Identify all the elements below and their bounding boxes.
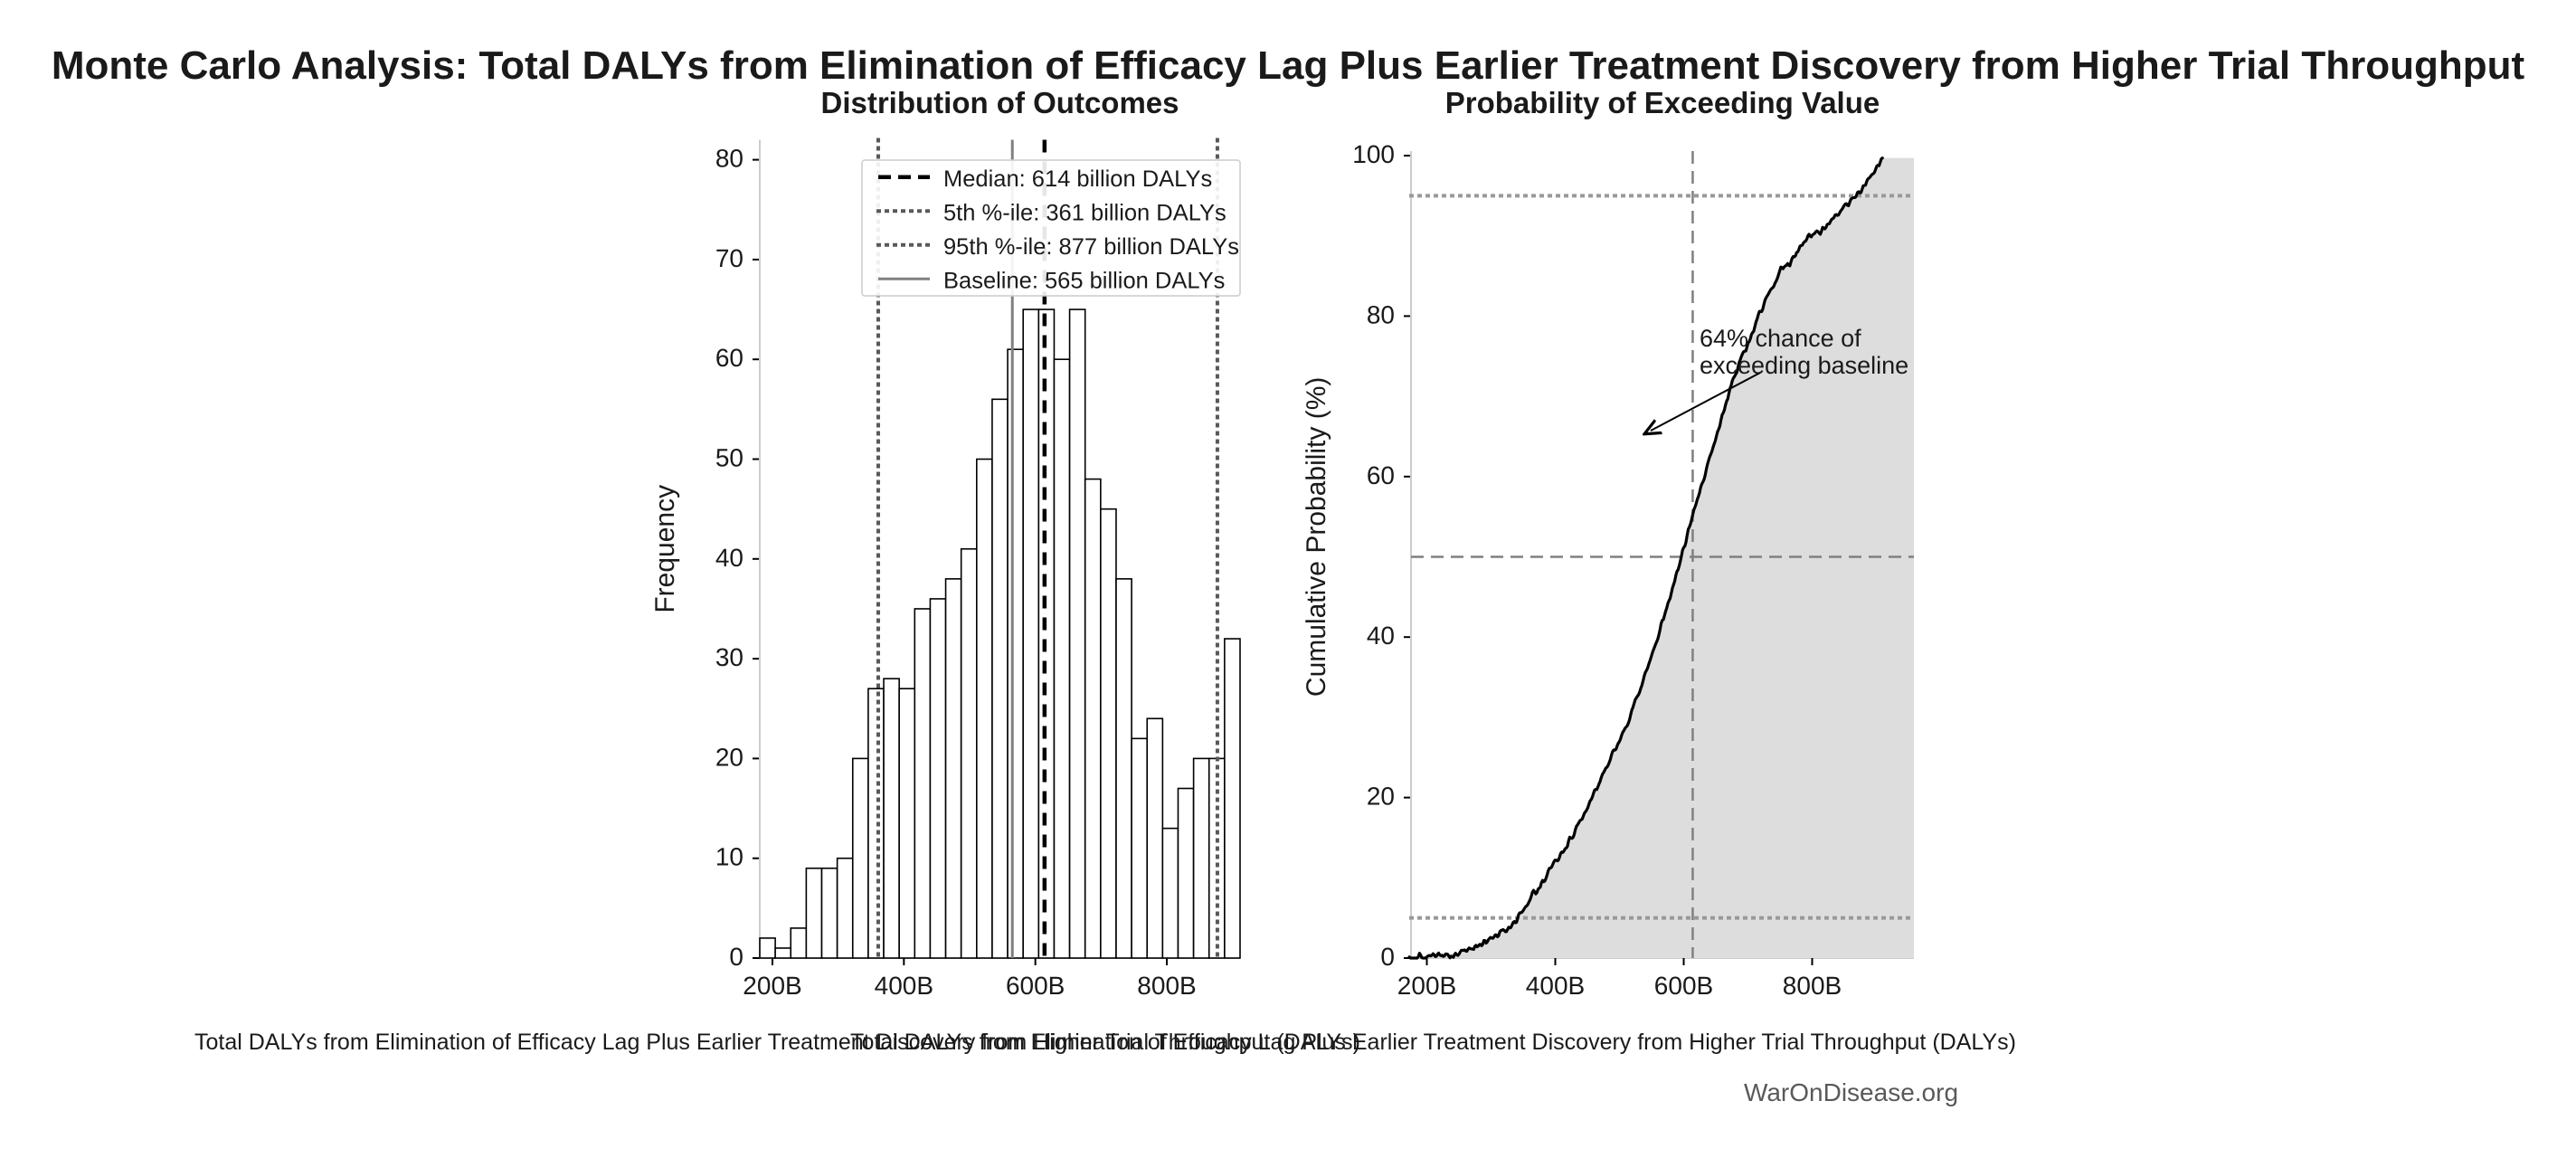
svg-text:0: 0: [1380, 943, 1395, 971]
svg-text:600B: 600B: [1006, 972, 1065, 1000]
svg-text:200B: 200B: [743, 972, 801, 1000]
svg-text:80: 80: [1367, 300, 1395, 328]
svg-text:600B: 600B: [1654, 972, 1713, 1000]
svg-text:0: 0: [729, 943, 743, 971]
svg-text:20: 20: [1367, 783, 1395, 811]
svg-text:exceeding baseline: exceeding baseline: [1700, 352, 1908, 379]
svg-text:5th %-ile: 361 billion DALYs: 5th %-ile: 361 billion DALYs: [943, 200, 1226, 225]
svg-text:64% chance of: 64% chance of: [1700, 325, 1861, 352]
svg-text:Cumulative Probability (%): Cumulative Probability (%): [1302, 377, 1331, 697]
svg-text:400B: 400B: [875, 972, 933, 1000]
svg-text:400B: 400B: [1526, 972, 1585, 1000]
svg-text:800B: 800B: [1137, 972, 1196, 1000]
svg-text:200B: 200B: [1397, 972, 1456, 1000]
svg-text:Frequency: Frequency: [650, 485, 680, 613]
svg-text:95th %-ile: 877 billion DALYs: 95th %-ile: 877 billion DALYs: [943, 234, 1239, 260]
svg-text:80: 80: [715, 145, 743, 173]
svg-text:70: 70: [715, 244, 743, 272]
svg-text:40: 40: [1367, 622, 1395, 650]
svg-text:100: 100: [1352, 140, 1395, 168]
svg-text:30: 30: [715, 643, 743, 671]
svg-text:40: 40: [715, 544, 743, 572]
svg-text:60: 60: [1367, 461, 1395, 489]
svg-text:800B: 800B: [1783, 972, 1842, 1000]
svg-text:Median: 614 billion DALYs: Median: 614 billion DALYs: [943, 166, 1212, 192]
svg-text:60: 60: [715, 344, 743, 372]
svg-text:50: 50: [715, 444, 743, 472]
svg-text:20: 20: [715, 743, 743, 771]
svg-text:Baseline: 565 billion DALYs: Baseline: 565 billion DALYs: [943, 268, 1225, 293]
svg-text:10: 10: [715, 843, 743, 871]
